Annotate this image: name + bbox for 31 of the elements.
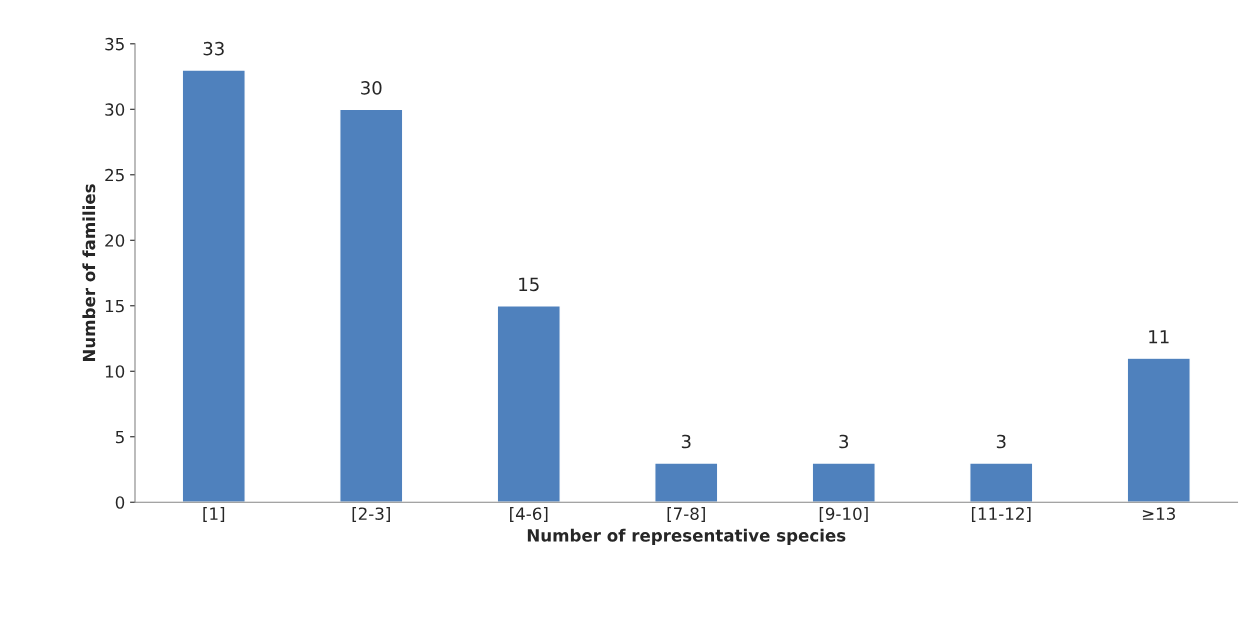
x-tick-label: [1]	[203, 507, 225, 522]
bar	[181, 69, 246, 503]
x-tick-label: [2-3]	[352, 507, 390, 522]
y-tick-label: 0	[115, 496, 125, 509]
data-label: 33	[203, 41, 224, 56]
data-label: 30	[361, 81, 382, 95]
y-tick-label: 10	[105, 365, 125, 378]
y-tick-label: 35	[105, 37, 124, 51]
bar	[811, 462, 876, 503]
data-label: 11	[1149, 330, 1169, 344]
y-tick-label: 5	[115, 430, 124, 444]
data-label: 3	[681, 434, 691, 449]
data-label: 3	[996, 434, 1006, 449]
x-tick-label: [11-12]	[971, 507, 1031, 522]
y-tick-label: 20	[105, 234, 125, 247]
bar	[654, 462, 719, 503]
y-axis-title: Number of families	[82, 184, 96, 362]
bar	[1126, 357, 1191, 503]
bar	[496, 305, 561, 503]
data-label: 3	[839, 434, 849, 449]
bar	[339, 108, 404, 503]
x-tick-label: [4-6]	[510, 507, 548, 522]
data-label: 15	[519, 277, 539, 292]
x-axis-title: Number of representative species	[527, 528, 846, 545]
bar	[969, 462, 1034, 503]
x-tick-label: [7-8]	[667, 507, 705, 522]
y-tick-label: 30	[105, 103, 125, 116]
x-tick-label: [9-10]	[819, 507, 868, 522]
y-tick-label: 15	[105, 299, 124, 313]
y-tick-label: 25	[105, 168, 124, 182]
x-tick-label: ≥13	[1142, 507, 1175, 520]
